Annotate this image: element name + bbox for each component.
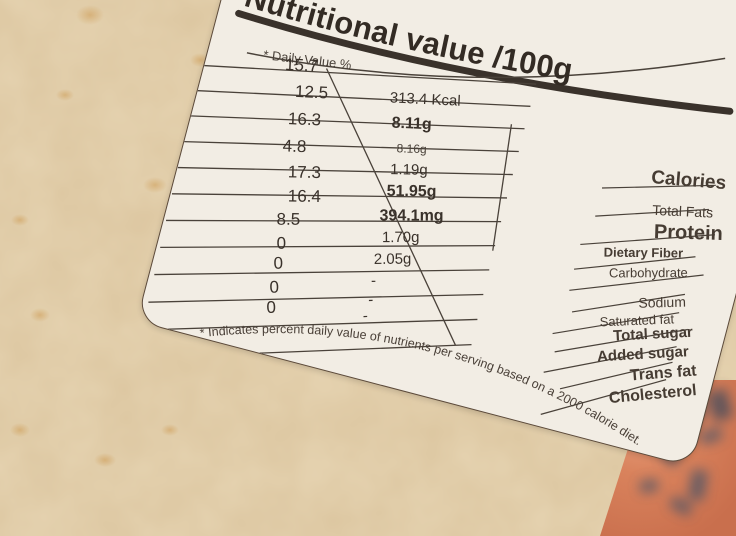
svg-text:Calories: Calories	[650, 167, 726, 194]
svg-text:15.7: 15.7	[285, 55, 319, 76]
svg-text:Protein: Protein	[654, 221, 724, 245]
svg-text:-: -	[368, 291, 374, 308]
svg-text:Total Fats: Total Fats	[652, 202, 713, 221]
svg-text:0: 0	[273, 254, 283, 273]
svg-text:16.3: 16.3	[288, 109, 322, 129]
svg-text:16.4: 16.4	[288, 187, 321, 206]
svg-text:Dietary Fiber: Dietary Fiber	[604, 245, 684, 261]
svg-text:Added sugar: Added sugar	[597, 343, 690, 365]
svg-text:0: 0	[269, 278, 279, 297]
svg-text:2.05g: 2.05g	[374, 251, 412, 269]
svg-text:Trans fat: Trans fat	[629, 362, 697, 384]
svg-text:8.5: 8.5	[277, 210, 301, 229]
svg-text:4.8: 4.8	[282, 136, 306, 156]
svg-text:Carbohydrate: Carbohydrate	[609, 265, 688, 280]
svg-text:1.70g: 1.70g	[382, 229, 420, 246]
svg-text:51.95g: 51.95g	[387, 183, 437, 201]
svg-text:-: -	[363, 307, 369, 324]
svg-text:12.5: 12.5	[295, 82, 329, 103]
svg-text:Total sugar: Total sugar	[613, 324, 694, 345]
svg-text:8.16g: 8.16g	[396, 141, 426, 156]
svg-text:Sodium: Sodium	[638, 294, 686, 311]
svg-text:0: 0	[277, 234, 287, 253]
svg-text:17.3: 17.3	[288, 162, 321, 182]
svg-text:313.4 Kcal: 313.4 Kcal	[389, 89, 461, 109]
svg-text:1.19g: 1.19g	[390, 161, 428, 179]
svg-text:Cholesterol: Cholesterol	[608, 382, 697, 407]
svg-text:0: 0	[266, 298, 276, 317]
svg-text:394.1mg: 394.1mg	[380, 207, 444, 224]
svg-text:-: -	[371, 272, 376, 289]
svg-text:8.11g: 8.11g	[391, 115, 432, 134]
